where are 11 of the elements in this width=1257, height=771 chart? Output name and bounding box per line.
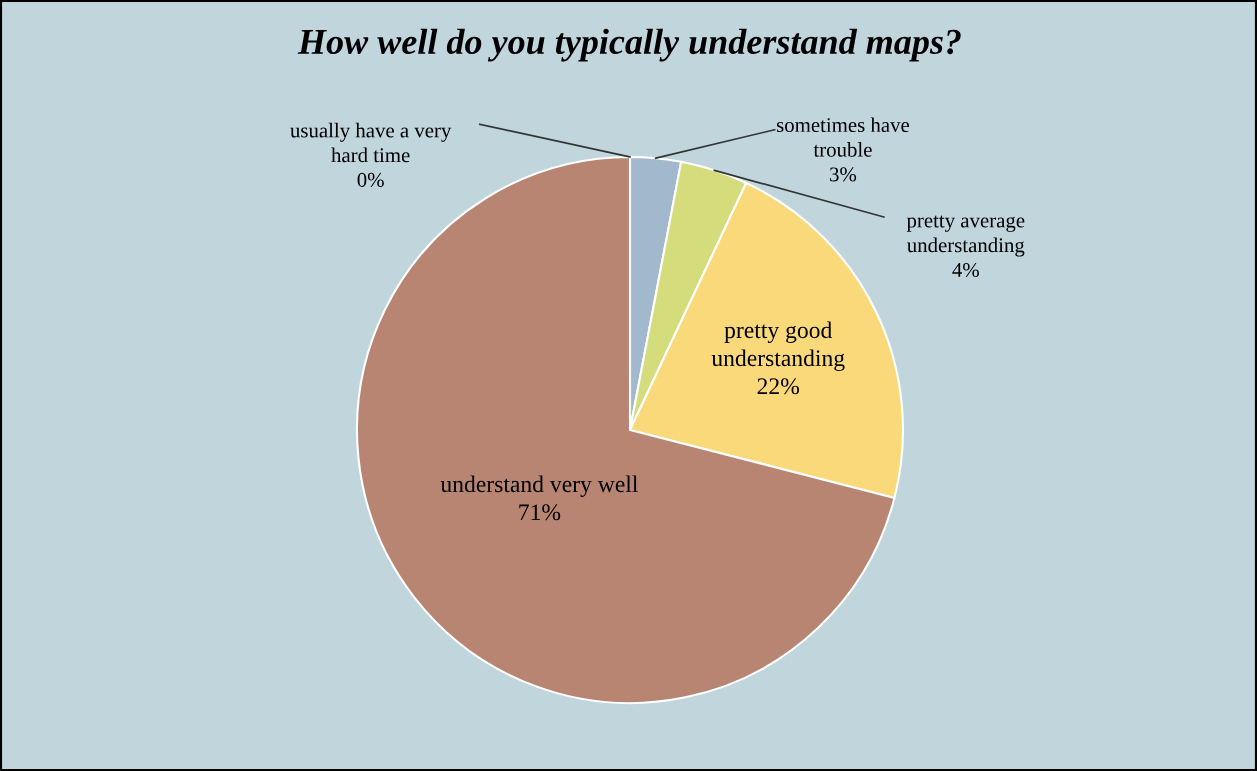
- data-label: 3%: [830, 167, 857, 182]
- category-label: usually have a very hard time: [290, 122, 452, 163]
- data-label: 22%: [757, 378, 800, 395]
- slice-label: pretty average understanding: [906, 215, 1025, 257]
- data-label: 71%: [519, 504, 561, 521]
- slice-label: pretty good understanding: [711, 321, 845, 372]
- data-label: 4%: [952, 262, 979, 278]
- chart-title: How well do you typically understand maps?: [297, 28, 961, 62]
- text: 0%: [357, 172, 384, 187]
- slice-label: understand very well: [440, 475, 638, 498]
- slice-label: sometimes have trouble: [776, 117, 910, 157]
